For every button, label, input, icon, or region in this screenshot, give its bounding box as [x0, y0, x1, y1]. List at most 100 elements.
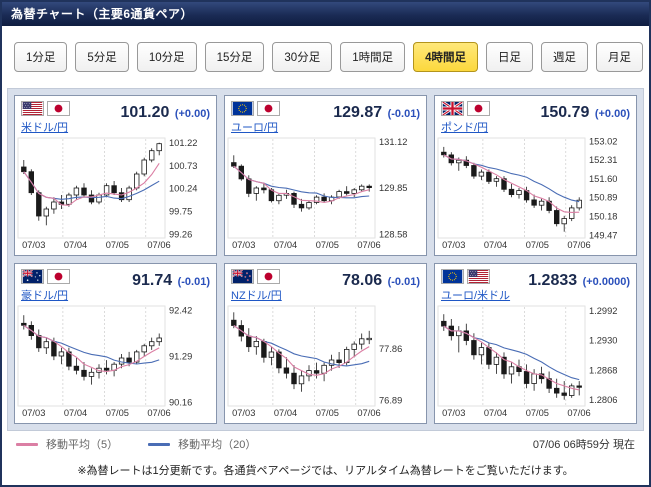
chart-panel-nzd-jpy: NZドル/円 78.06 (-0.01) 77.86 76.89 07/03 07/0… [224, 263, 427, 424]
tf-5min-button[interactable]: 5分足 [75, 42, 129, 72]
tf-1min-button[interactable]: 1分足 [14, 42, 68, 72]
svg-text:99.26: 99.26 [169, 229, 192, 239]
svg-text:07/06: 07/06 [147, 240, 170, 250]
flag-pair-eur-jpy [231, 101, 280, 116]
chart-panel-usd-jpy: 米ドル/円 101.20 (+0.00) 101.22 100.73 100.24 9… [14, 95, 217, 256]
svg-text:91.29: 91.29 [169, 352, 192, 362]
pair-link-eur-usd[interactable]: ユーロ/米ドル [441, 290, 511, 302]
svg-text:07/05: 07/05 [106, 240, 129, 250]
pair-link-nzd-jpy[interactable]: NZドル/円 [231, 290, 282, 302]
svg-text:151.60: 151.60 [589, 174, 617, 184]
pair-change: (-0.01) [177, 276, 210, 288]
svg-text:07/03: 07/03 [232, 240, 255, 250]
pair-price: 91.74 [132, 272, 173, 289]
ma20-swatch [148, 442, 171, 446]
jp-flag-icon [467, 101, 490, 116]
chart-grid-area: 米ドル/円 101.20 (+0.00) 101.22 100.73 100.24 9… [7, 88, 644, 431]
ma20-label: 移動平均（20） [178, 439, 257, 451]
svg-text:1.2930: 1.2930 [589, 336, 617, 346]
svg-text:07/05: 07/05 [106, 408, 129, 418]
candlestick-chart-aud-jpy: 92.42 91.29 90.16 07/03 07/04 07/05 07/06 [15, 304, 216, 423]
svg-text:1.2806: 1.2806 [589, 395, 617, 405]
svg-text:07/05: 07/05 [526, 408, 549, 418]
jp-flag-icon [257, 269, 280, 284]
svg-text:152.31: 152.31 [589, 155, 617, 165]
pair-price: 1.2833 [528, 272, 578, 289]
svg-text:07/05: 07/05 [526, 240, 549, 250]
candlestick-chart-eur-usd: 1.2992 1.2930 1.2868 1.2806 07/03 07/04 07/05 0… [435, 304, 636, 423]
us-flag-icon [21, 101, 44, 116]
tf-30min-button[interactable]: 30分足 [272, 42, 333, 72]
pair-change: (-0.01) [387, 108, 420, 120]
tf-1hour-button[interactable]: 1時間足 [340, 42, 406, 72]
timeframe-toolbar: 1分足 5分足 10分足 15分足 30分足 1時間足 4時間足 日足 週足 月… [2, 26, 649, 88]
svg-text:100.73: 100.73 [169, 161, 197, 171]
svg-text:07/06: 07/06 [357, 240, 380, 250]
svg-text:150.18: 150.18 [589, 212, 617, 222]
tf-weekly-button[interactable]: 週足 [541, 42, 589, 72]
svg-text:07/03: 07/03 [442, 408, 465, 418]
candlestick-chart-usd-jpy: 101.22 100.73 100.24 99.75 99.26 07/03 07/04 07… [15, 136, 216, 255]
pair-link-eur-jpy[interactable]: ユーロ/円 [231, 122, 279, 134]
eu-flag-icon [231, 101, 254, 116]
pair-link-gbp-jpy[interactable]: ポンド/円 [441, 122, 489, 134]
chart-panel-eur-usd: ユーロ/米ドル 1.2833 (+0.0000) 1.2992 1.2930 1.2… [434, 263, 637, 424]
svg-text:07/04: 07/04 [274, 408, 297, 418]
flag-pair-aud-jpy [21, 269, 70, 284]
svg-text:07/04: 07/04 [274, 240, 297, 250]
pair-change: (+0.00) [594, 108, 630, 120]
jp-flag-icon [257, 101, 280, 116]
tf-monthly-button[interactable]: 月足 [596, 42, 644, 72]
svg-text:99.75: 99.75 [169, 207, 192, 217]
svg-text:131.12: 131.12 [379, 137, 407, 147]
svg-text:07/06: 07/06 [567, 240, 590, 250]
flag-pair-usd-jpy [21, 101, 70, 116]
tf-15min-button[interactable]: 15分足 [204, 42, 265, 72]
pair-change: (+0.00) [174, 108, 210, 120]
svg-text:76.89: 76.89 [379, 395, 402, 405]
svg-text:07/04: 07/04 [64, 240, 87, 250]
svg-text:1.2868: 1.2868 [589, 365, 617, 375]
eu-flag-icon [441, 269, 464, 284]
last-updated-timestamp: 07/06 06時59分 現在 [532, 439, 635, 451]
svg-text:07/04: 07/04 [484, 408, 507, 418]
us-flag-icon [467, 269, 490, 284]
flag-pair-nzd-jpy [231, 269, 282, 284]
pair-price: 78.06 [342, 272, 383, 289]
pair-price: 129.87 [333, 104, 383, 121]
svg-text:07/03: 07/03 [232, 408, 255, 418]
svg-text:07/05: 07/05 [316, 408, 339, 418]
jp-flag-icon [47, 101, 70, 116]
svg-text:149.47: 149.47 [589, 230, 617, 240]
svg-text:07/06: 07/06 [357, 408, 380, 418]
tf-10min-button[interactable]: 10分足 [136, 42, 197, 72]
chart-panel-gbp-jpy: ポンド/円 150.79 (+0.00) 153.02 152.31 151.60 1… [434, 95, 637, 256]
pair-price: 101.20 [120, 104, 170, 121]
pair-link-usd-jpy[interactable]: 米ドル/円 [21, 122, 69, 134]
update-note: ※為替レートは1分更新です。各通貨ペアページでは、リアルタイム為替レートをご覧い… [77, 465, 574, 477]
pair-change: (+0.0000) [582, 276, 630, 288]
svg-text:128.58: 128.58 [379, 229, 407, 239]
svg-text:07/03: 07/03 [442, 240, 465, 250]
pair-link-aud-jpy[interactable]: 豪ドル/円 [21, 290, 69, 302]
chart-panel-eur-jpy: ユーロ/円 129.87 (-0.01) 131.12 129.85 128.58 0… [224, 95, 427, 256]
svg-text:92.42: 92.42 [169, 306, 192, 316]
svg-text:07/03: 07/03 [22, 240, 45, 250]
svg-text:77.86: 77.86 [379, 344, 402, 354]
au-flag-icon [21, 269, 44, 284]
page-title: 為替チャート（主要6通貨ペア） [2, 2, 649, 26]
svg-text:153.02: 153.02 [589, 136, 617, 146]
flag-pair-gbp-jpy [441, 101, 490, 116]
svg-text:07/05: 07/05 [316, 240, 339, 250]
tf-4hour-button[interactable]: 4時間足 [413, 42, 479, 72]
ma5-swatch [16, 442, 38, 446]
nz-flag-icon [231, 269, 254, 284]
candlestick-chart-eur-jpy: 131.12 129.85 128.58 07/03 07/04 07/05 07/06 [225, 136, 426, 255]
pair-price: 150.79 [540, 104, 590, 121]
svg-text:90.16: 90.16 [169, 398, 192, 408]
ma5-label: 移動平均（5） [46, 439, 119, 451]
chart-panel-aud-jpy: 豪ドル/円 91.74 (-0.01) 92.42 91.29 90.16 07/03… [14, 263, 217, 424]
tf-daily-button[interactable]: 日足 [486, 42, 534, 72]
svg-text:129.85: 129.85 [379, 183, 407, 193]
legend-row: 移動平均（5） 移動平均（20） 07/06 06時59分 現在 [2, 431, 649, 457]
